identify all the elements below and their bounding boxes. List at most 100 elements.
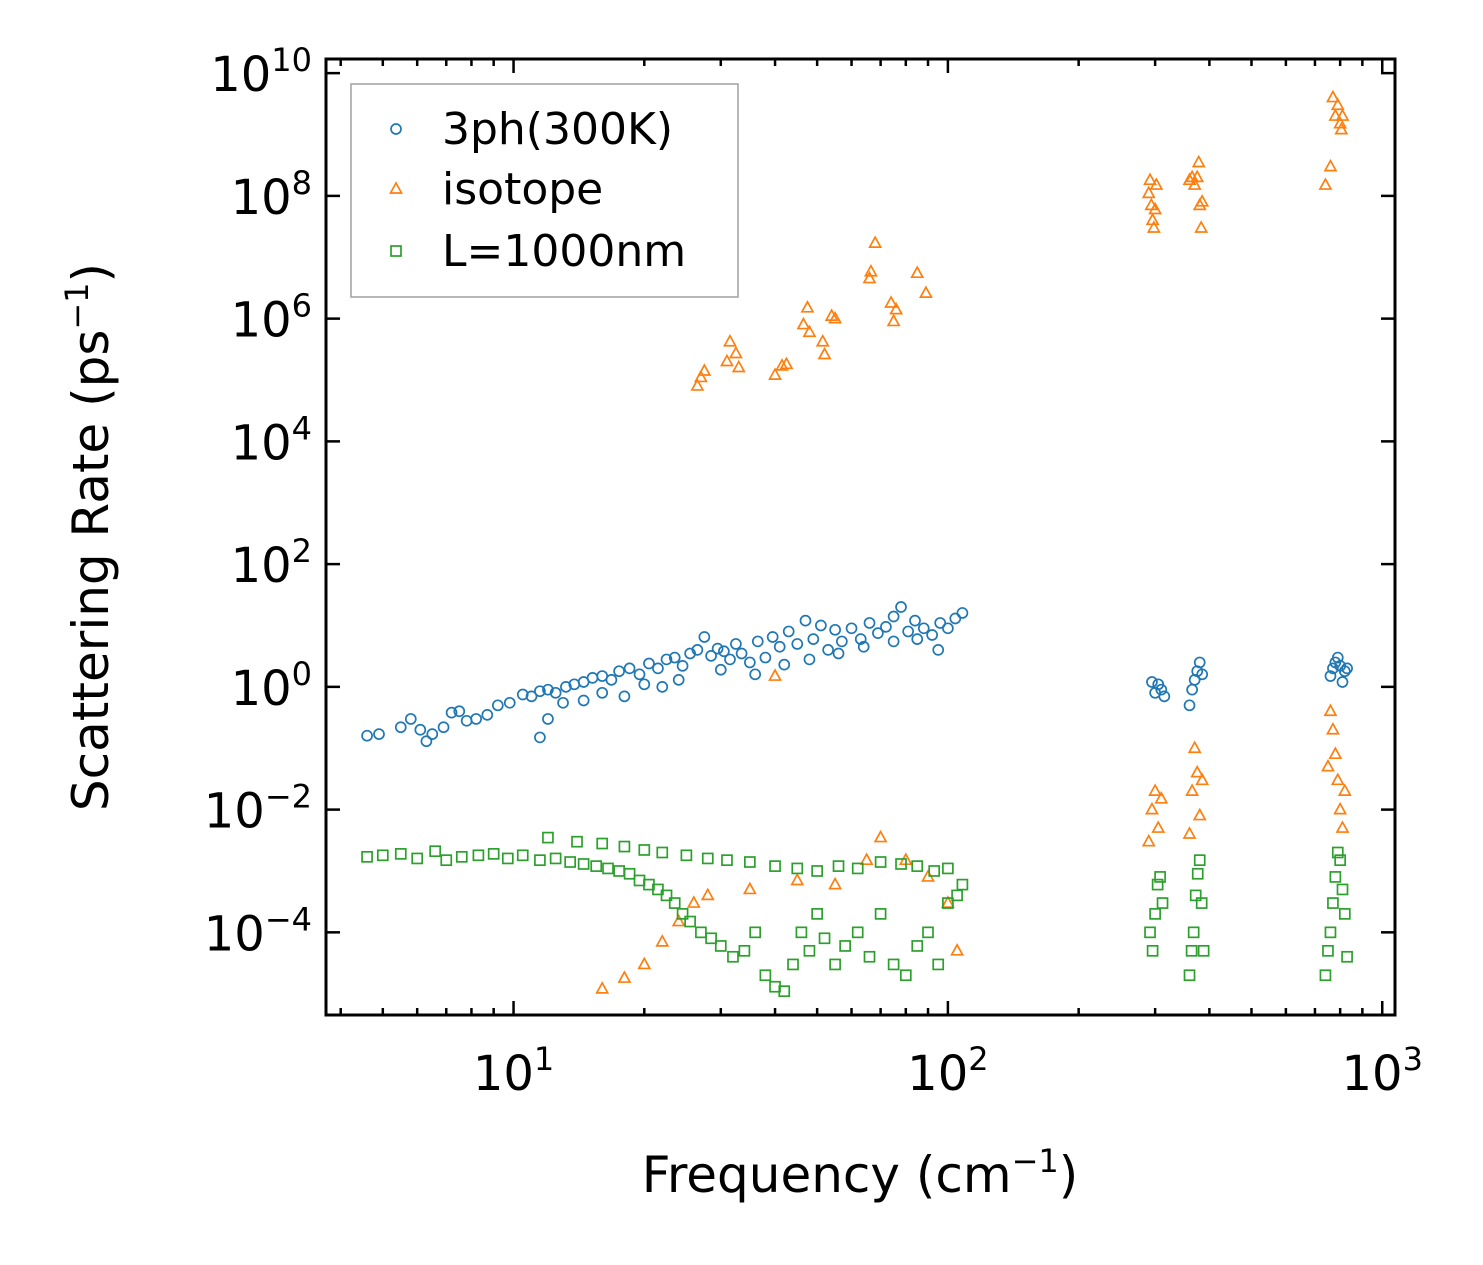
- point-isotope: [1148, 201, 1163, 215]
- point-3ph-300k: [361, 729, 373, 742]
- point-isotope: [886, 313, 901, 327]
- point-l-1000nm: [676, 908, 689, 920]
- legend-label-3ph-300k: 3ph(300K): [442, 104, 673, 155]
- point-l-1000nm: [1195, 897, 1208, 909]
- point-l-1000nm: [787, 958, 799, 971]
- point-3ph-300k: [1193, 656, 1206, 669]
- point-3ph-300k: [749, 668, 762, 681]
- point-l-1000nm: [1319, 969, 1332, 982]
- point-l-1000nm: [455, 850, 468, 863]
- point-l-1000nm: [411, 852, 424, 865]
- point-isotope: [940, 895, 955, 908]
- point-3ph-300k: [698, 631, 711, 643]
- point-l-1000nm: [1144, 926, 1156, 939]
- point-l-1000nm: [564, 856, 577, 868]
- point-3ph-300k: [782, 625, 795, 638]
- point-l-1000nm: [1156, 897, 1169, 909]
- point-isotope: [910, 265, 925, 279]
- point-l-1000nm: [778, 985, 791, 998]
- point-l-1000nm: [1183, 969, 1196, 982]
- y-tick-label: 104: [231, 409, 312, 471]
- legend-marker-l-1000nm: [390, 245, 402, 257]
- point-isotope: [828, 876, 843, 890]
- y-tick-label: 102: [231, 532, 312, 594]
- point-isotope: [690, 378, 705, 391]
- point-l-1000nm: [705, 932, 717, 945]
- point-isotope: [655, 934, 670, 947]
- point-isotope: [950, 943, 965, 956]
- point-isotope: [1151, 820, 1166, 833]
- point-l-1000nm: [727, 950, 739, 963]
- point-3ph-300k: [1331, 651, 1344, 664]
- point-isotope: [918, 285, 933, 299]
- point-3ph-300k: [872, 627, 884, 640]
- point-l-1000nm: [839, 940, 851, 952]
- point-isotope: [1148, 783, 1163, 796]
- point-3ph-300k: [503, 696, 516, 709]
- point-3ph-300k: [730, 638, 742, 650]
- point-3ph-300k: [542, 713, 554, 725]
- point-3ph-300k: [791, 638, 804, 650]
- point-isotope: [1325, 89, 1340, 103]
- point-l-1000nm: [769, 860, 781, 872]
- point-l-1000nm: [668, 897, 681, 909]
- point-3ph-300k: [1146, 676, 1158, 688]
- point-isotope: [817, 346, 832, 360]
- point-l-1000nm: [638, 844, 651, 856]
- point-3ph-300k: [714, 663, 727, 676]
- point-isotope: [1191, 154, 1206, 168]
- point-isotope: [1190, 169, 1205, 183]
- point-isotope: [1145, 801, 1159, 815]
- point-3ph-300k: [394, 721, 407, 734]
- point-3ph-300k: [949, 612, 962, 625]
- point-3ph-300k: [437, 721, 450, 734]
- point-l-1000nm: [501, 852, 514, 865]
- point-isotope: [1185, 783, 1200, 796]
- point-l-1000nm: [1187, 926, 1200, 939]
- point-l-1000nm: [1338, 908, 1351, 920]
- point-isotope: [1323, 158, 1338, 172]
- point-l-1000nm: [1151, 878, 1164, 891]
- y-axis-title: Scattering Rate (ps−1): [58, 263, 120, 811]
- point-3ph-300k: [491, 699, 504, 712]
- point-l-1000nm: [829, 958, 841, 971]
- point-l-1000nm: [1329, 871, 1342, 883]
- point-3ph-300k: [836, 635, 848, 648]
- point-isotope: [1187, 177, 1202, 190]
- point-l-1000nm: [1193, 854, 1206, 867]
- point-isotope: [686, 895, 701, 908]
- point-l-1000nm: [602, 862, 614, 875]
- point-l-1000nm: [680, 849, 693, 862]
- point-l-1000nm: [832, 860, 845, 872]
- point-3ph-300k: [880, 621, 892, 633]
- point-l-1000nm: [738, 944, 751, 957]
- point-3ph-300k: [829, 623, 841, 636]
- point-l-1000nm: [549, 852, 562, 865]
- point-3ph-300k: [766, 631, 779, 643]
- point-isotope: [873, 829, 888, 843]
- point-3ph-300k: [534, 685, 546, 698]
- point-isotope: [775, 358, 789, 371]
- point-3ph-300k: [917, 622, 930, 635]
- legend-label-isotope: isotope: [442, 164, 603, 215]
- point-l-1000nm: [1154, 871, 1166, 883]
- point-l-1000nm: [956, 878, 969, 891]
- legend-marker-isotope: [389, 181, 403, 194]
- point-l-1000nm: [899, 969, 912, 982]
- point-l-1000nm: [791, 862, 804, 875]
- point-3ph-300k: [822, 644, 834, 656]
- point-3ph-300k: [956, 607, 969, 619]
- point-l-1000nm: [942, 862, 954, 875]
- point-3ph-300k: [832, 647, 845, 660]
- point-isotope: [1318, 177, 1333, 190]
- point-l-1000nm: [1336, 883, 1349, 896]
- point-isotope: [700, 887, 715, 901]
- point-3ph-300k: [1183, 699, 1196, 712]
- point-3ph-300k: [887, 635, 900, 648]
- point-l-1000nm: [851, 926, 864, 939]
- point-isotope: [779, 356, 794, 370]
- point-l-1000nm: [394, 848, 407, 860]
- point-l-1000nm: [652, 883, 664, 896]
- point-isotope: [617, 970, 632, 983]
- point-l-1000nm: [749, 926, 762, 939]
